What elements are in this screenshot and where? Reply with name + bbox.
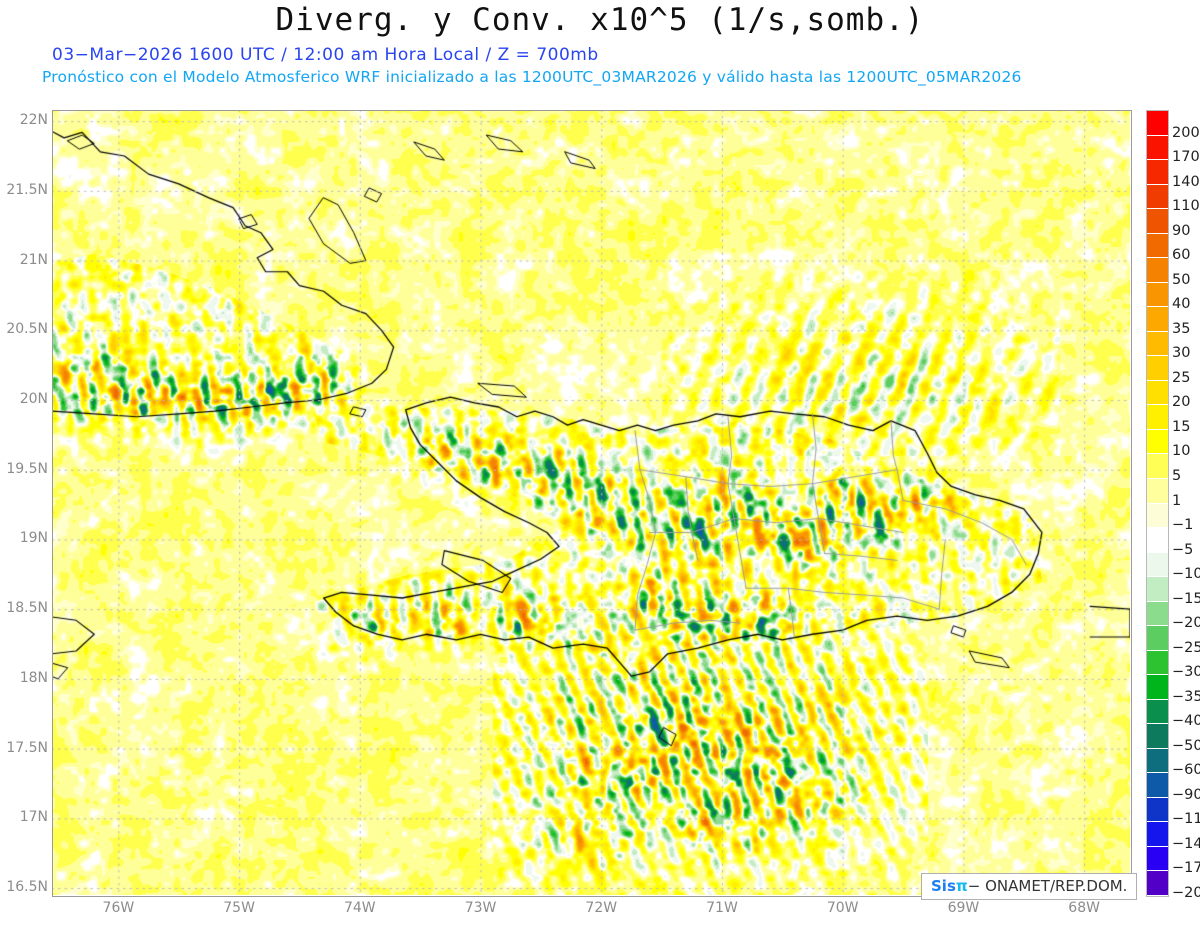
colorbar-tick-label: 140: [1172, 173, 1200, 190]
y-tick-label: 21.5N: [6, 181, 48, 198]
colorbar-swatch: [1147, 503, 1168, 529]
x-tick-label: 75W: [223, 900, 255, 916]
colorbar-tick-label: 20: [1172, 394, 1191, 411]
colorbar-tick-label: 170: [1172, 149, 1200, 166]
colorbar-swatch: [1147, 528, 1168, 553]
colorbar-swatch: [1147, 135, 1168, 161]
colorbar-tick-label: −110: [1172, 811, 1200, 828]
colorbar-tick-label: 200: [1172, 124, 1200, 141]
colorbar-swatch: [1147, 478, 1168, 504]
colorbar-tick-label: 40: [1172, 296, 1191, 313]
colorbar-swatch: [1147, 405, 1168, 430]
colorbar-tick-label: −10: [1172, 566, 1200, 583]
colorbar-swatch: [1147, 111, 1168, 136]
colorbar-swatch: [1147, 552, 1168, 578]
y-tick-label: 19.5N: [6, 460, 48, 477]
colorbar-swatch: [1147, 184, 1168, 210]
agency-text: − ONAMET/REP.DOM.: [967, 877, 1128, 895]
colorbar-tick-label: −1: [1172, 517, 1194, 534]
colorbar-swatch: [1147, 675, 1168, 700]
colorbar-tick-label: −90: [1172, 786, 1200, 803]
colorbar-swatch: [1147, 331, 1168, 357]
colorbar: [1146, 110, 1169, 897]
colorbar-swatch: [1147, 307, 1168, 332]
x-tick-label: 69W: [947, 900, 980, 916]
colorbar-tick-label: −30: [1172, 664, 1200, 681]
colorbar-swatch: [1147, 748, 1168, 774]
colorbar-swatch: [1147, 282, 1168, 308]
colorbar-tick-label: 5: [1172, 467, 1182, 484]
colorbar-swatch: [1147, 380, 1168, 406]
colorbar-swatch: [1147, 160, 1168, 185]
colorbar-tick-label: −25: [1172, 639, 1200, 656]
colorbar-tick-label: −60: [1172, 762, 1200, 779]
colorbar-swatch: [1147, 650, 1168, 676]
y-tick-label: 20.5N: [6, 321, 48, 338]
x-tick-label: 74W: [343, 900, 376, 916]
colorbar-swatch: [1147, 209, 1168, 234]
colorbar-tick-label: 1: [1172, 492, 1182, 509]
colorbar-swatch: [1147, 871, 1168, 896]
x-tick-label: 70W: [826, 900, 859, 916]
colorbar-tick-label: −15: [1172, 590, 1200, 607]
x-tick-label: 68W: [1068, 900, 1100, 916]
colorbar-swatch: [1147, 258, 1168, 283]
colorbar-tick-label: −20: [1172, 615, 1200, 632]
colorbar-swatch: [1147, 577, 1168, 602]
colorbar-tick-label: 60: [1172, 247, 1191, 264]
colorbar-tick-label: 110: [1172, 198, 1200, 215]
colorbar-swatch: [1147, 429, 1168, 455]
colorbar-tick-label: 10: [1172, 443, 1191, 460]
y-tick-label: 17N: [19, 809, 48, 826]
page-title: Diverg. y Conv. x10^5 (1/s,somb.): [275, 2, 925, 38]
map-plot-area: [52, 110, 1130, 895]
colorbar-swatch: [1147, 699, 1168, 725]
x-tick-label: 73W: [464, 900, 497, 916]
colorbar-swatch: [1147, 846, 1168, 872]
colorbar-tick-label: −170: [1172, 860, 1200, 877]
attribution-badge: Sisπ− ONAMET/REP.DOM.: [921, 873, 1138, 900]
y-tick-label: 16.5N: [6, 879, 48, 896]
y-tick-label: 21N: [19, 251, 48, 268]
y-tick-label: 17.5N: [6, 739, 48, 756]
colorbar-tick-label: 30: [1172, 345, 1191, 362]
colorbar-swatch: [1147, 626, 1168, 651]
colorbar-tick-label: −50: [1172, 737, 1200, 754]
model-run-description: Pronóstico con el Modelo Atmosferico WRF…: [42, 68, 1022, 86]
colorbar-tick-label: −35: [1172, 688, 1200, 705]
colorbar-tick-label: −40: [1172, 713, 1200, 730]
coastline-overlay-canvas: [52, 110, 1130, 895]
colorbar-tick-label: 25: [1172, 369, 1191, 386]
y-tick-label: 20N: [19, 391, 48, 408]
colorbar-swatch: [1147, 601, 1168, 627]
x-tick-label: 72W: [585, 900, 618, 916]
colorbar-swatch: [1147, 773, 1168, 798]
colorbar-swatch: [1147, 822, 1168, 847]
y-tick-label: 18N: [19, 669, 48, 686]
x-tick-label: 76W: [102, 900, 135, 916]
colorbar-swatch: [1147, 233, 1168, 259]
colorbar-tick-label: −200: [1172, 885, 1200, 901]
colorbar-tick-label: 35: [1172, 320, 1191, 337]
colorbar-swatch: [1147, 797, 1168, 823]
colorbar-swatch: [1147, 454, 1168, 479]
y-tick-label: 19N: [19, 530, 48, 547]
colorbar-tick-label: 15: [1172, 418, 1191, 435]
colorbar-tick-label: 90: [1172, 222, 1191, 239]
x-tick-label: 71W: [706, 900, 738, 916]
colorbar-tick-label: 50: [1172, 271, 1191, 288]
forecast-valid-time: 03−Mar−2026 1600 UTC / 12:00 am Hora Loc…: [52, 45, 599, 65]
y-tick-label: 22N: [19, 112, 48, 129]
colorbar-swatch: [1147, 724, 1168, 749]
y-tick-label: 18.5N: [6, 600, 48, 617]
colorbar-tick-label: −5: [1172, 541, 1194, 558]
colorbar-swatch: [1147, 356, 1168, 381]
pi-glyph-icon: π: [955, 877, 968, 895]
colorbar-tick-label: −140: [1172, 835, 1200, 852]
sis-logo-text: Sis: [931, 877, 956, 895]
